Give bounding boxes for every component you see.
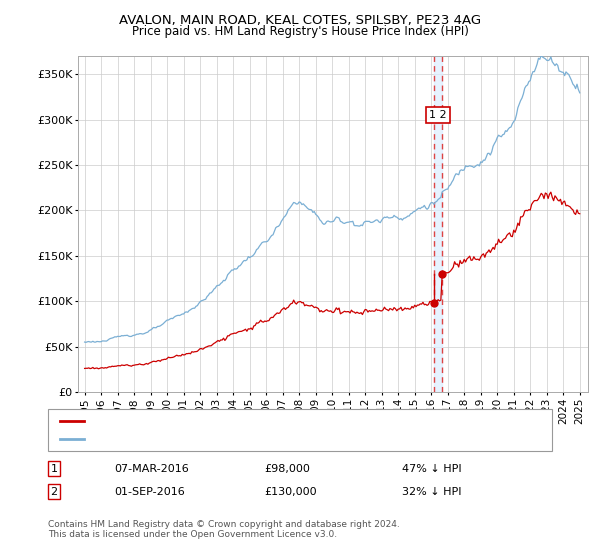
Bar bbox=[434, 56, 442, 392]
Text: 1: 1 bbox=[50, 464, 58, 474]
Text: Contains HM Land Registry data © Crown copyright and database right 2024.
This d: Contains HM Land Registry data © Crown c… bbox=[48, 520, 400, 539]
Text: 1 2: 1 2 bbox=[429, 110, 447, 120]
Text: Price paid vs. HM Land Registry's House Price Index (HPI): Price paid vs. HM Land Registry's House … bbox=[131, 25, 469, 38]
Text: 32% ↓ HPI: 32% ↓ HPI bbox=[402, 487, 461, 497]
Text: AVALON, MAIN ROAD, KEAL COTES, SPILSBY, PE23 4AG (detached house): AVALON, MAIN ROAD, KEAL COTES, SPILSBY, … bbox=[90, 416, 470, 426]
Text: 2: 2 bbox=[50, 487, 58, 497]
Text: 47% ↓ HPI: 47% ↓ HPI bbox=[402, 464, 461, 474]
Text: 07-MAR-2016: 07-MAR-2016 bbox=[114, 464, 189, 474]
Text: £98,000: £98,000 bbox=[264, 464, 310, 474]
Text: 01-SEP-2016: 01-SEP-2016 bbox=[114, 487, 185, 497]
Text: AVALON, MAIN ROAD, KEAL COTES, SPILSBY, PE23 4AG: AVALON, MAIN ROAD, KEAL COTES, SPILSBY, … bbox=[119, 14, 481, 27]
Text: HPI: Average price, detached house, East Lindsey: HPI: Average price, detached house, East… bbox=[90, 434, 349, 444]
Text: £130,000: £130,000 bbox=[264, 487, 317, 497]
